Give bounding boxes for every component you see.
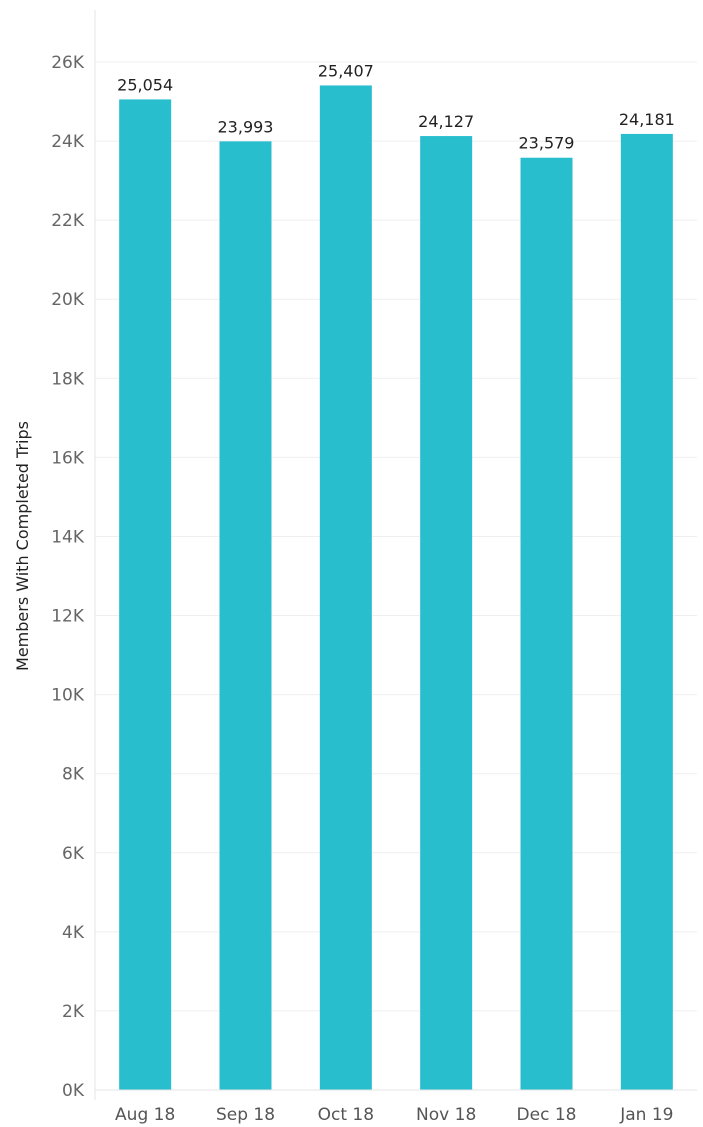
bar-value-label: 24,181 bbox=[619, 110, 675, 129]
x-tick-label: Oct 18 bbox=[318, 1105, 374, 1125]
bar bbox=[620, 133, 673, 1090]
y-tick-label: 0K bbox=[62, 1081, 85, 1101]
bar bbox=[119, 99, 172, 1090]
data-labels: 25,054 23,993 25,407 24,127 23,579 24,181 bbox=[117, 61, 675, 152]
y-tick-label: 10K bbox=[51, 686, 85, 706]
x-tick-label: Dec 18 bbox=[517, 1105, 577, 1125]
y-tick-label: 24K bbox=[51, 132, 85, 152]
x-tick-label: Nov 18 bbox=[416, 1105, 476, 1125]
y-tick-label: 4K bbox=[62, 923, 85, 943]
x-axis-ticks: Aug 18 Sep 18 Oct 18 Nov 18 Dec 18 Jan 19 bbox=[115, 1105, 673, 1125]
y-tick-label: 22K bbox=[51, 211, 85, 231]
bars bbox=[119, 85, 673, 1091]
bar bbox=[219, 141, 272, 1090]
y-tick-label: 2K bbox=[62, 1002, 85, 1022]
y-tick-label: 12K bbox=[51, 607, 85, 627]
gridlines bbox=[95, 61, 697, 1012]
x-tick-label: Jan 19 bbox=[619, 1105, 673, 1125]
y-axis-title: Members With Completed Trips bbox=[13, 421, 32, 671]
y-axis-ticks: 0K 2K 4K 6K 8K 10K 12K 14K 16K 18K 20K 22K 24K 26K bbox=[51, 53, 85, 1101]
x-tick-label: Aug 18 bbox=[115, 1105, 175, 1125]
bar-value-label: 23,993 bbox=[218, 117, 274, 136]
bar bbox=[520, 157, 573, 1091]
y-tick-label: 14K bbox=[51, 527, 85, 547]
bar bbox=[319, 85, 372, 1091]
bar bbox=[420, 136, 473, 1090]
y-tick-label: 6K bbox=[62, 844, 85, 864]
bar-value-label: 24,127 bbox=[418, 112, 474, 131]
y-tick-label: 18K bbox=[51, 369, 85, 389]
y-tick-label: 20K bbox=[51, 290, 85, 310]
y-tick-label: 16K bbox=[51, 448, 85, 468]
y-tick-label: 8K bbox=[62, 765, 85, 785]
bar-value-label: 25,407 bbox=[318, 61, 374, 80]
bar-value-label: 25,054 bbox=[117, 75, 173, 94]
y-tick-label: 26K bbox=[51, 53, 85, 73]
bar-value-label: 23,579 bbox=[519, 134, 575, 153]
x-tick-label: Sep 18 bbox=[216, 1105, 275, 1125]
